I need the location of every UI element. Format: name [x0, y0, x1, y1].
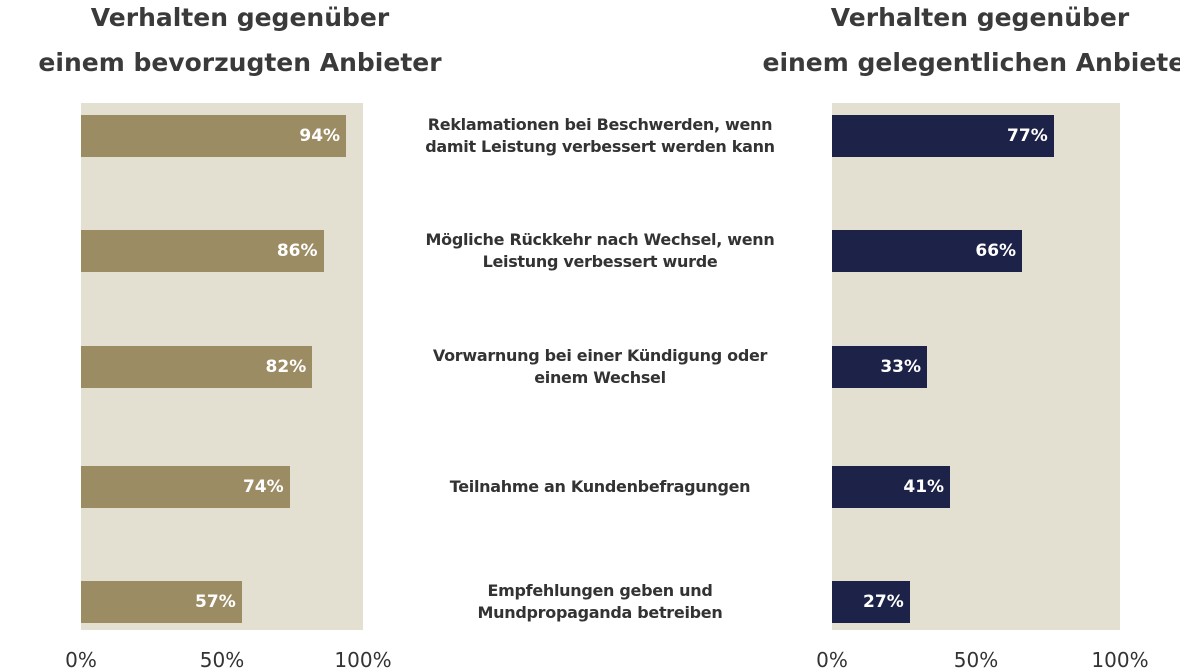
right-tick-label-2: 50% [953, 648, 999, 672]
left-bar-5: 57% [81, 581, 242, 623]
category-label-5-line-1: Empfehlungen geben und [487, 581, 713, 600]
category-label-5-line-2: Mundpropaganda betreiben [477, 603, 723, 622]
right-tick-label-1: 0% [816, 648, 848, 672]
category-label-3-line-1: Vorwarnung bei einer Kündigung oder [432, 346, 768, 365]
left-chart-title-line-2: einem bevorzugten Anbieter [38, 48, 442, 77]
right-bar-1: 77% [832, 115, 1054, 157]
left-plot-area: 94% 86% 82% 74% 57% [81, 103, 363, 630]
category-label-3-line-2: einem Wechsel [534, 368, 666, 387]
left-tick-label-2: 50% [199, 648, 245, 672]
left-bar-value-label-3: 82% [265, 357, 307, 377]
category-label-1-line-2: damit Leistung verbessert werden kann [425, 137, 775, 156]
right-bar-value-label-3: 33% [880, 357, 922, 377]
right-plot-area: 77% 66% 33% 41% 27% [832, 103, 1120, 630]
category-label-2: Mögliche Rückkehr nach Wechsel, wenn Leis… [395, 229, 805, 273]
right-bar-value-label-4: 41% [903, 477, 945, 497]
category-label-1: Reklamationen bei Beschwerden, wenn damit… [395, 114, 805, 158]
left-bar-value-label-2: 86% [276, 241, 318, 261]
category-label-1-line-1: Reklamationen bei Beschwerden, wenn [427, 115, 773, 134]
category-label-2-line-1: Mögliche Rückkehr nach Wechsel, wenn [425, 230, 775, 249]
right-bar-value-label-5: 27% [863, 592, 904, 612]
right-bar-3: 33% [832, 346, 928, 388]
left-bar-2: 86% [81, 230, 324, 272]
left-bar-1: 94% [81, 115, 347, 157]
right-bar-5: 27% [832, 581, 910, 623]
right-bar-2: 66% [832, 230, 1023, 272]
category-label-3: Vorwarnung bei einer Kündigung oder einem… [395, 345, 805, 389]
right-bar-4: 41% [832, 466, 951, 508]
category-label-4-line-1: Teilnahme an Kundenbefragungen [449, 477, 751, 496]
left-bar-value-label-5: 57% [195, 592, 236, 612]
right-bar-value-label-1: 77% [1007, 126, 1048, 146]
right-chart-title-line-2: einem gelegentlichen Anbieter [762, 48, 1180, 77]
left-chart-title-line-1: Verhalten gegenüber [90, 3, 390, 32]
left-bar-value-label-4: 74% [242, 477, 284, 497]
right-bar-value-label-2: 66% [975, 241, 1017, 261]
left-bar-value-label-1: 94% [299, 126, 341, 146]
left-chart-title: Verhalten gegenüber einem bevorzugten An… [20, 0, 460, 85]
right-tick-label-3: 100% [1091, 648, 1149, 672]
category-label-5: Empfehlungen geben und Mundpropaganda bet… [395, 580, 805, 624]
right-chart-title-line-1: Verhalten gegenüber [830, 3, 1130, 32]
category-label-2-line-2: Leistung verbessert wurde [482, 252, 718, 271]
left-tick-label-3: 100% [334, 648, 392, 672]
left-bar-4: 74% [81, 466, 290, 508]
category-label-4: Teilnahme an Kundenbefragungen [395, 476, 805, 498]
left-tick-label-1: 0% [65, 648, 97, 672]
left-bar-3: 82% [81, 346, 313, 388]
right-chart-title: Verhalten gegenüber einem gelegentlichen… [730, 0, 1180, 85]
